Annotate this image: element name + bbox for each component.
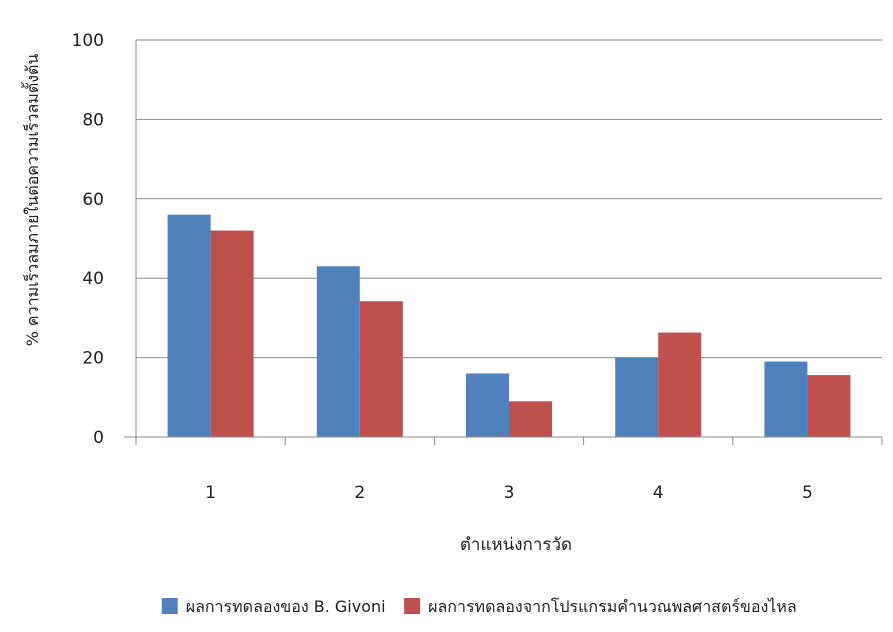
x-tick-labels: 1 2 3 4 5	[205, 483, 813, 503]
y-tick-label: 80	[82, 110, 104, 130]
y-tick-label: 0	[93, 428, 104, 448]
x-tick-label: 4	[653, 483, 664, 503]
bar	[466, 373, 509, 437]
bar	[359, 301, 403, 437]
bar	[615, 357, 659, 437]
x-tick-label: 2	[354, 483, 365, 503]
y-tick-label: 60	[82, 190, 104, 210]
bar	[509, 401, 552, 437]
bar	[316, 266, 360, 437]
bar	[807, 375, 851, 437]
legend-label: ผลการทดลองของ B. Givoni	[186, 597, 386, 616]
bar	[210, 230, 254, 437]
y-tick-label: 40	[82, 269, 104, 289]
bars	[167, 214, 851, 437]
y-tick-labels: 0 20 40 60 80 100	[72, 31, 104, 448]
axes	[124, 40, 883, 445]
legend-label: ผลการทดลองจากโปรแกรมคำนวณพลศาสตร์ของไหล	[428, 597, 797, 616]
legend-swatch	[161, 598, 178, 614]
bar	[658, 332, 702, 437]
bar	[167, 214, 211, 437]
y-tick-label: 100	[72, 31, 104, 51]
x-axis-label: ตำแหน่งการวัด	[460, 535, 572, 555]
bar	[764, 361, 808, 437]
x-tick-label: 1	[205, 483, 216, 503]
y-tick-label: 20	[82, 349, 104, 369]
legend-swatch	[404, 598, 421, 614]
x-tick-label: 5	[802, 483, 813, 503]
y-axis-label: % ความเร็วลมภายในต่อความเร็วลมตั้งต้น	[21, 54, 42, 347]
x-tick-label: 3	[504, 483, 515, 503]
legend: ผลการทดลองของ B. Givoni ผลการทดลองจากโปรแ…	[161, 597, 797, 616]
grid-lines	[136, 39, 882, 359]
